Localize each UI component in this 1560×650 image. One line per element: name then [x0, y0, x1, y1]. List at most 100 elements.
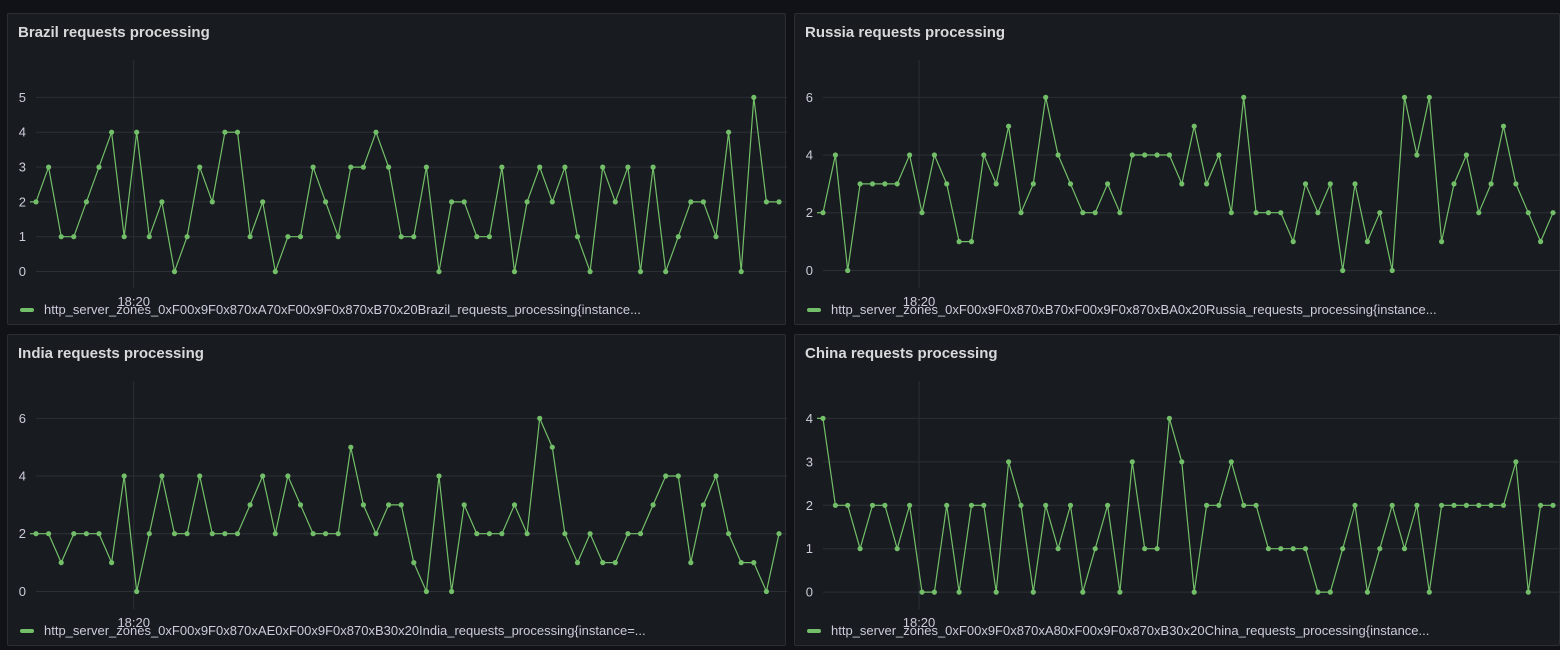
data-point: [820, 210, 826, 216]
data-point: [1179, 181, 1185, 187]
data-point: [1129, 152, 1135, 158]
data-point: [373, 531, 379, 537]
data-point: [323, 531, 329, 537]
data-point: [574, 234, 581, 240]
data-point: [1092, 546, 1098, 552]
data-point: [1463, 502, 1469, 508]
data-point: [700, 199, 707, 205]
data-point: [562, 531, 568, 537]
data-point: [1043, 502, 1049, 508]
data-point: [1228, 210, 1234, 216]
data-point: [931, 152, 937, 158]
data-point: [474, 234, 480, 240]
data-point: [574, 560, 581, 566]
data-point: [1439, 239, 1445, 245]
data-point: [184, 531, 190, 537]
x-tick-label: 18:20: [903, 615, 936, 630]
data-point: [1550, 210, 1556, 216]
data-point: [1327, 181, 1333, 187]
panel-india[interactable]: India requests processing 024618:1018:15…: [7, 334, 787, 646]
data-point: [1204, 181, 1210, 187]
data-point: [209, 531, 215, 537]
data-point: [272, 531, 278, 537]
y-tick-label: 3: [806, 454, 813, 469]
data-point: [260, 473, 266, 479]
data-point: [449, 588, 455, 595]
data-point: [1550, 502, 1556, 508]
data-point: [537, 415, 543, 421]
data-point: [209, 199, 215, 205]
x-tick-label: 18:20: [117, 294, 150, 309]
data-point: [1364, 239, 1370, 245]
panel-title: Russia requests processing: [805, 24, 1006, 41]
y-tick-label: 0: [19, 264, 26, 279]
data-point: [58, 234, 64, 240]
x-tick-label: 18:20: [903, 294, 936, 309]
panel-russia[interactable]: Russia requests processing 024618:1018:1…: [794, 13, 1560, 325]
legend[interactable]: http_server_zones_0xF00x9F0x870xA80xF00x…: [807, 623, 1429, 638]
legend[interactable]: http_server_zones_0xF00x9F0x870xB70xF00x…: [807, 302, 1437, 317]
data-point: [335, 531, 341, 537]
y-tick-label: 4: [806, 148, 813, 163]
data-point: [96, 531, 102, 537]
data-point: [1018, 210, 1024, 216]
data-point: [1340, 267, 1346, 274]
data-point: [1166, 152, 1172, 158]
data-point: [726, 531, 732, 537]
data-point: [171, 531, 178, 537]
data-point: [882, 181, 888, 187]
data-point: [894, 546, 900, 552]
data-point: [1315, 589, 1321, 595]
y-tick-label: 2: [19, 194, 26, 209]
y-tick-label: 5: [19, 90, 26, 105]
legend-label: http_server_zones_0xF00x9F0x870xA70xF00x…: [44, 302, 641, 317]
data-point: [449, 199, 455, 205]
data-point: [1401, 546, 1408, 552]
data-point: [1377, 210, 1383, 216]
series-line: [816, 96, 1554, 272]
data-point: [700, 502, 707, 508]
data-point: [1389, 502, 1395, 508]
data-point: [461, 502, 467, 508]
data-point: [1253, 502, 1259, 508]
panel-china[interactable]: China requests processing 0123418:1018:1…: [794, 334, 1560, 646]
data-point: [1525, 589, 1531, 595]
data-point: [882, 502, 888, 508]
data-point: [486, 531, 492, 537]
data-point: [1030, 181, 1036, 187]
data-point: [1265, 210, 1271, 216]
data-point: [869, 502, 876, 508]
data-point: [751, 94, 757, 100]
data-point: [1500, 502, 1507, 508]
data-point: [637, 531, 644, 537]
data-point: [663, 473, 669, 479]
data-point: [411, 234, 417, 240]
data-point: [184, 234, 190, 240]
data-point: [436, 269, 442, 275]
data-point: [832, 152, 838, 158]
data-point: [1154, 152, 1160, 158]
legend-swatch: [20, 628, 34, 633]
data-point: [134, 588, 140, 595]
data-point: [587, 269, 593, 275]
data-point: [159, 199, 165, 205]
legend-label: http_server_zones_0xF00x9F0x870xA80xF00x…: [831, 623, 1430, 638]
data-point: [1352, 181, 1358, 187]
data-point: [1290, 546, 1296, 552]
data-point: [297, 234, 304, 240]
y-tick-label: 2: [806, 205, 813, 220]
x-tick-label: 18:20: [117, 615, 150, 630]
y-tick-label: 1: [19, 229, 26, 244]
data-point: [1080, 210, 1086, 216]
data-point: [1513, 181, 1519, 187]
data-point: [919, 210, 925, 216]
data-point: [1302, 546, 1309, 552]
data-point: [1488, 181, 1494, 187]
data-point: [1216, 152, 1222, 158]
data-point: [121, 234, 127, 240]
legend[interactable]: http_server_zones_0xF00x9F0x870xAE0xF00x…: [20, 623, 646, 638]
panel-brazil[interactable]: Brazil requests processing 01234518:1018…: [7, 13, 787, 325]
legend[interactable]: http_server_zones_0xF00x9F0x870xA70xF00x…: [20, 302, 641, 317]
data-point: [71, 234, 77, 240]
